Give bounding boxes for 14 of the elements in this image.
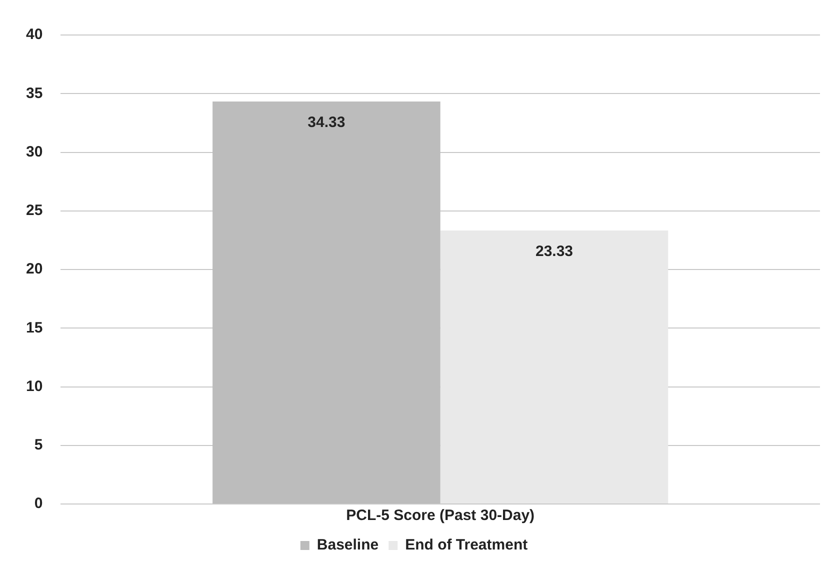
data-label: 23.33 xyxy=(535,243,574,260)
y-tick-label: 40 xyxy=(26,26,43,44)
y-tick-label: 20 xyxy=(26,260,43,278)
data-label: 34.33 xyxy=(308,114,346,132)
y-tick-label: 5 xyxy=(34,436,43,454)
x-tick-label: PCL-5 Score (Past 30-Day) xyxy=(346,507,535,524)
legend-label: Baseline xyxy=(316,536,379,554)
y-tick-label: 10 xyxy=(26,378,43,395)
y-tick-label: 30 xyxy=(26,143,43,160)
y-tick-label: 35 xyxy=(26,84,43,102)
legend-label: End of Treatment xyxy=(405,536,528,554)
y-tick-label: 0 xyxy=(34,495,43,512)
y-tick-label: 25 xyxy=(26,202,43,220)
y-tick-label: 15 xyxy=(26,319,43,336)
